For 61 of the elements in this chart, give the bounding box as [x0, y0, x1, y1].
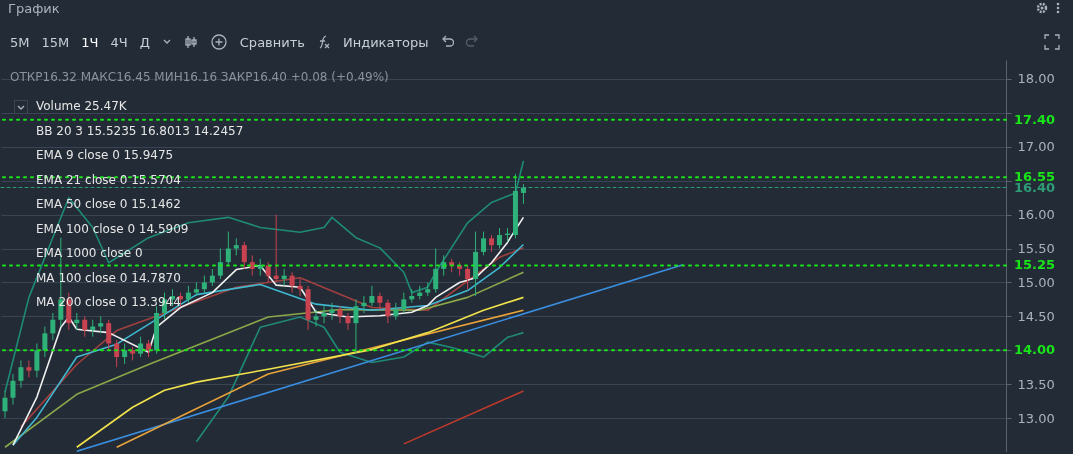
candlestick — [481, 231, 487, 256]
candlestick — [42, 326, 48, 358]
text: 4Ч — [110, 34, 128, 50]
annotation: BB 20 3 15.5235 16.8013 14.2457 — [36, 123, 244, 138]
text: ОТКР16.32 МАКС16.45 МИН16.16 ЗАКР16.40 +0.08 (+0.49%) — [10, 70, 389, 84]
text: 15M — [41, 34, 70, 50]
candlestick — [34, 342, 40, 378]
candlestick — [249, 254, 255, 277]
candlestick — [313, 309, 319, 328]
text: 1Ч — [81, 34, 99, 50]
y-tick-label: 13.00 — [1017, 410, 1055, 426]
ref-line-label: 15.25 — [1014, 257, 1056, 273]
y-tick-label: 17.00 — [1017, 139, 1055, 155]
candlestick — [385, 298, 391, 324]
candlestick — [50, 312, 56, 341]
candlestick — [265, 261, 271, 283]
candlestick — [401, 292, 407, 314]
candlestick — [82, 315, 88, 338]
candlestick — [353, 298, 359, 355]
candlestick — [433, 248, 439, 294]
y-tick-label: 18.00 — [1017, 71, 1055, 87]
text: Д — [139, 34, 150, 50]
candlestick — [138, 336, 144, 358]
candlestick — [26, 359, 32, 378]
candlestick — [520, 183, 526, 205]
y-tick-label: 15.00 — [1017, 274, 1055, 290]
y-tick-label: 14.50 — [1017, 308, 1055, 324]
y-tick-label: 15.50 — [1017, 241, 1055, 257]
text: 5M — [10, 34, 30, 50]
y-tick-label: 16.00 — [1017, 207, 1055, 223]
annotation: EMA 9 close 0 15.9475 — [36, 148, 174, 162]
candlestick — [241, 241, 247, 270]
annotation: EMA 100 close 0 14.5909 — [36, 221, 189, 236]
candlestick — [122, 342, 128, 365]
candlestick — [18, 359, 24, 389]
annotation: EMA 1000 close 0 — [36, 246, 143, 260]
y-tick-label: 13.50 — [1017, 376, 1055, 392]
line-series — [4, 271, 525, 449]
line-series — [4, 160, 525, 394]
candlestick — [377, 292, 383, 311]
text: Индикаторы — [342, 34, 429, 50]
chart-title: График — [8, 1, 60, 16]
candlestick — [114, 339, 120, 368]
candlestick — [497, 227, 503, 250]
candlestick — [106, 319, 112, 351]
candlestick — [289, 271, 295, 294]
text: Сравнить — [239, 34, 305, 50]
annotation: EMA 50 close 0 15.1462 — [36, 197, 181, 211]
ref-line-label: 14.00 — [1014, 342, 1056, 358]
candlestick — [345, 312, 351, 331]
line-series — [195, 316, 525, 443]
line-series — [115, 309, 525, 449]
candlestick — [10, 373, 16, 406]
candlestick — [465, 264, 471, 290]
annotation: MA 100 close 0 14.7870 — [36, 270, 181, 285]
candlestick — [2, 390, 8, 419]
annotation: Volume 25.47K — [36, 99, 127, 113]
candlestick — [217, 248, 223, 280]
candlestick — [225, 231, 231, 266]
candlestick — [369, 285, 375, 307]
ref-line-label: 17.40 — [1014, 111, 1056, 127]
